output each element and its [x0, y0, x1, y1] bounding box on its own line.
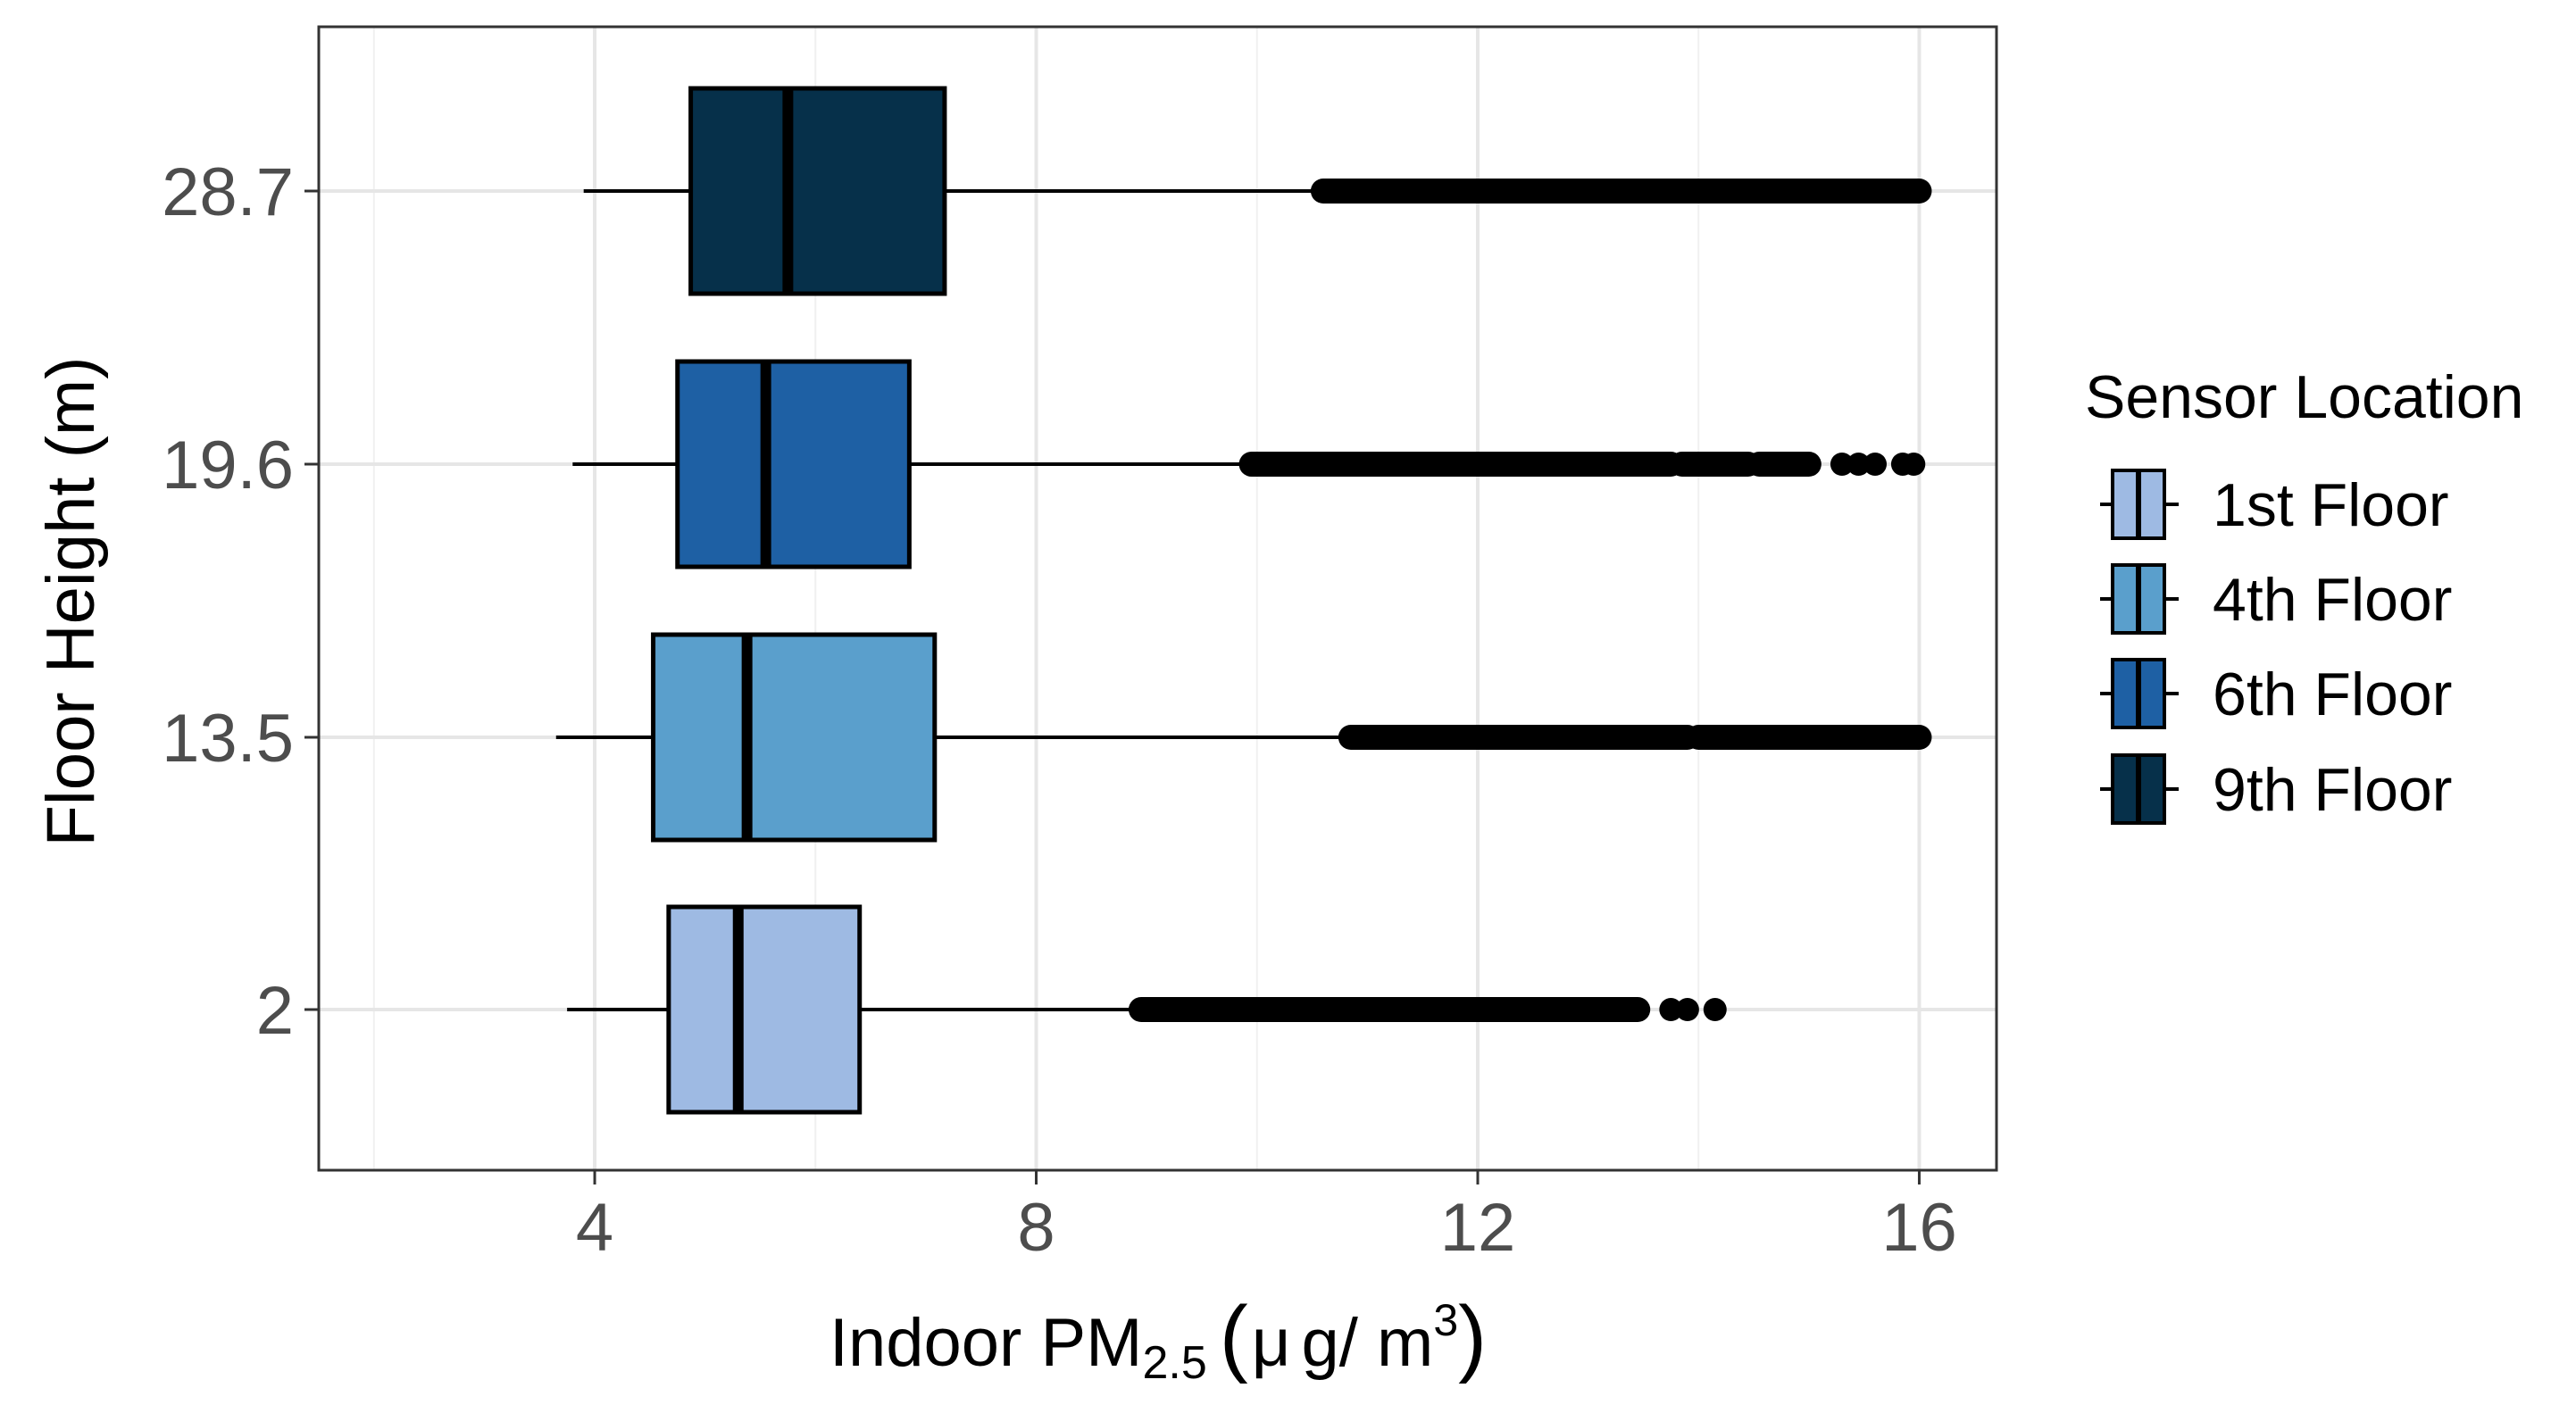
legend-title: Sensor Location	[2085, 363, 2523, 431]
y-axis-title: Floor Height (m)	[33, 357, 109, 847]
y-tick-label: 28.7	[162, 154, 294, 230]
axis-layer: 4 8 12 16 2 13.5 19.6 28.7	[162, 154, 1957, 1266]
outlier-point	[1830, 453, 1854, 476]
outlier-point	[1902, 453, 1926, 476]
box-iqr	[666, 904, 863, 1115]
legend-item-9th-floor: 9th Floor	[2100, 753, 2452, 825]
box-2	[567, 904, 1727, 1115]
box-13.5	[555, 632, 1932, 843]
x-tick-label: 4	[576, 1190, 613, 1266]
plot-panel-border	[317, 25, 1998, 1172]
legend-item-4th-floor: 4th Floor	[2100, 563, 2452, 635]
x-tick-label: 16	[1881, 1190, 1957, 1266]
outlier-point	[1863, 453, 1888, 476]
outlier-point	[1675, 998, 1699, 1021]
y-tick-label: 2	[256, 973, 294, 1049]
box-iqr	[675, 359, 912, 569]
box-layer	[555, 86, 1932, 1115]
outlier-point	[1659, 998, 1683, 1021]
x-axis-title: Indoor PM2.5 (μ g/ m3)	[829, 1289, 1487, 1389]
x-tick-label: 12	[1440, 1190, 1516, 1266]
y-tick-label: 19.6	[162, 428, 294, 503]
box-iqr	[688, 86, 947, 296]
x-tick-label: 8	[1017, 1190, 1055, 1266]
outlier-point	[1847, 453, 1871, 476]
legend-item-6th-floor: 6th Floor	[2100, 658, 2452, 729]
box-iqr	[651, 632, 938, 843]
box-28.7	[583, 86, 1932, 296]
y-tick-label: 13.5	[162, 701, 294, 777]
legend-item-1st-floor: 1st Floor	[2100, 469, 2449, 540]
legend-label: 9th Floor	[2213, 756, 2452, 824]
legend-label: 4th Floor	[2213, 566, 2452, 634]
box-19.6	[572, 359, 1926, 569]
legend: Sensor Location 1st Floor 4th Floor 6th Fl…	[2085, 363, 2523, 825]
legend-label: 6th Floor	[2213, 661, 2452, 728]
legend-label: 1st Floor	[2213, 471, 2449, 539]
outlier-point	[1703, 998, 1727, 1021]
